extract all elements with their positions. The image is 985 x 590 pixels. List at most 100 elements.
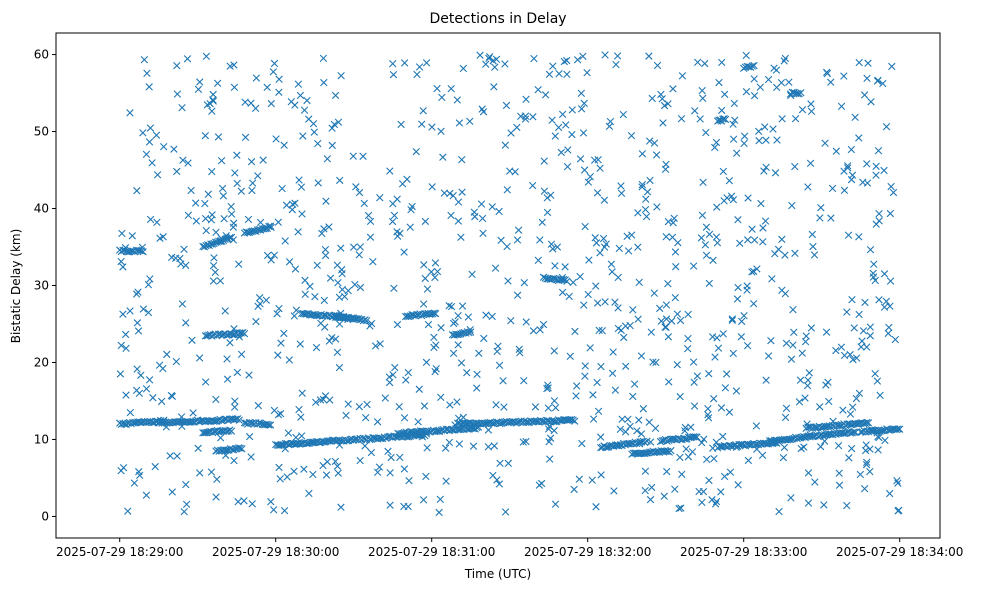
data-point (356, 456, 364, 465)
data-point (798, 349, 806, 357)
data-point (871, 369, 879, 378)
data-point (650, 139, 659, 147)
data-point (184, 211, 193, 219)
data-point (503, 186, 511, 194)
data-point (642, 195, 650, 203)
data-point (755, 137, 763, 145)
data-point (457, 233, 465, 241)
data-point (729, 120, 737, 128)
data-point (531, 403, 540, 411)
data-point (848, 403, 857, 411)
data-point (449, 319, 458, 328)
data-point (835, 421, 843, 429)
data-point (807, 100, 815, 108)
data-point (439, 153, 447, 161)
data-point (622, 362, 630, 370)
data-point (287, 98, 295, 106)
data-point (356, 283, 365, 292)
data-point (624, 247, 633, 255)
data-point (835, 481, 844, 489)
data-point (212, 228, 220, 236)
data-point (117, 341, 125, 350)
data-point (420, 261, 428, 269)
data-point (201, 378, 210, 386)
data-point (736, 239, 744, 247)
data-point (866, 332, 874, 340)
data-point (168, 488, 176, 496)
data-point (828, 184, 837, 193)
data-point (873, 377, 882, 385)
data-point (248, 500, 256, 508)
data-point (698, 211, 707, 219)
data-point (182, 261, 190, 270)
data-point (641, 486, 649, 495)
data-point (256, 218, 265, 227)
data-point (738, 317, 746, 326)
data-point (702, 128, 710, 137)
data-point (507, 129, 515, 137)
data-point (875, 209, 883, 218)
data-point (591, 234, 599, 242)
data-point (356, 243, 364, 251)
data-point (719, 115, 727, 123)
data-point (660, 101, 669, 110)
data-point (344, 400, 352, 408)
data-point (839, 406, 847, 414)
data-point (852, 394, 861, 403)
data-point (647, 328, 655, 336)
data-point (159, 233, 167, 241)
data-point (431, 273, 439, 282)
data-point (664, 100, 672, 108)
data-point (415, 385, 423, 393)
data-point (404, 368, 413, 377)
data-point (145, 138, 154, 146)
data-point (180, 508, 188, 516)
data-point (259, 156, 267, 164)
data-point (894, 425, 902, 433)
data-point (364, 211, 373, 220)
data-point (592, 503, 600, 511)
data-point (290, 312, 299, 320)
data-point (207, 468, 216, 476)
data-point (134, 327, 143, 335)
data-point (806, 159, 815, 167)
data-point (641, 438, 649, 447)
data-point (717, 404, 726, 412)
data-point (376, 194, 384, 202)
data-point (449, 191, 457, 200)
data-point (501, 60, 509, 68)
data-point (217, 157, 226, 165)
scatter-series (116, 51, 904, 517)
data-point (607, 260, 616, 268)
data-point (547, 191, 555, 199)
data-point (280, 141, 288, 149)
data-point (641, 205, 650, 214)
data-point (467, 328, 475, 336)
data-point (593, 189, 602, 197)
data-point (596, 164, 604, 172)
data-point (290, 467, 298, 475)
data-point (424, 320, 433, 329)
data-point (614, 304, 622, 312)
data-point (513, 291, 522, 299)
data-point (491, 63, 499, 71)
data-point (429, 310, 437, 318)
data-point (277, 339, 285, 347)
data-point (201, 214, 210, 223)
data-point (820, 501, 828, 509)
y-tick-label: 60 (34, 48, 49, 62)
data-point (211, 268, 219, 276)
data-point (208, 107, 216, 115)
data-point (520, 376, 528, 385)
data-point (492, 401, 500, 409)
data-point (386, 501, 394, 509)
data-point (218, 184, 227, 193)
data-point (691, 107, 699, 115)
data-point (478, 214, 487, 223)
data-point (641, 467, 650, 475)
data-point (825, 397, 833, 406)
data-point (132, 290, 141, 298)
data-point (273, 310, 281, 318)
data-point (397, 120, 405, 129)
data-point (690, 378, 698, 386)
